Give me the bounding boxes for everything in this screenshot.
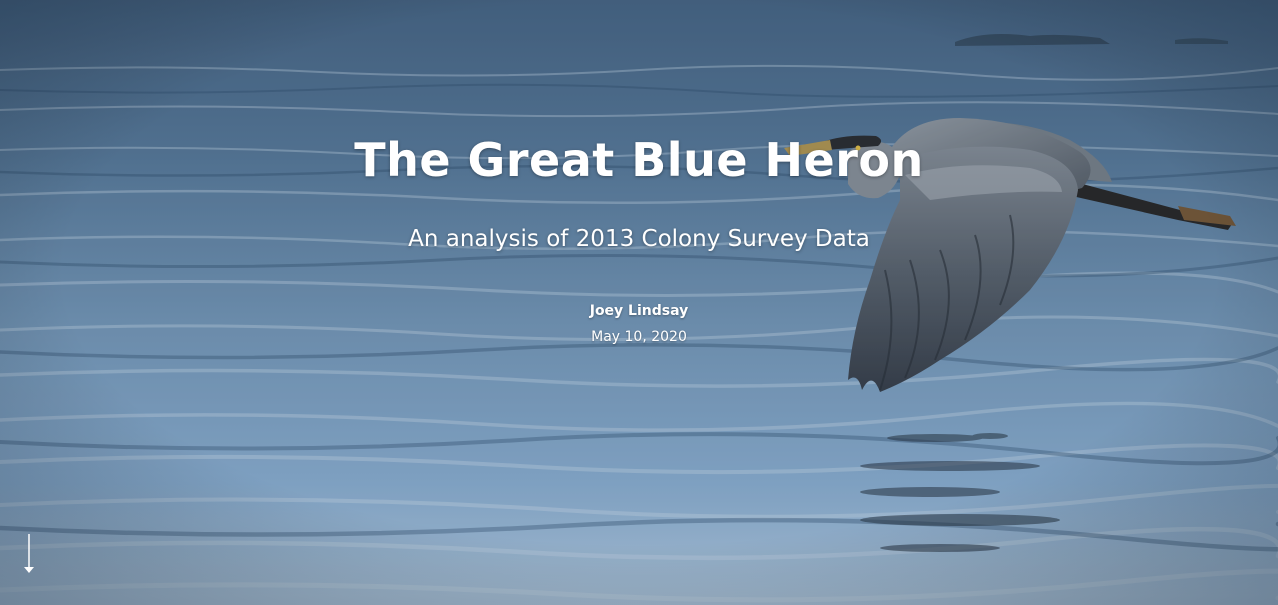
story-subtitle: An analysis of 2013 Colony Survey Data [408,226,870,252]
arrow-down-icon [24,534,34,573]
story-author: Joey Lindsay [589,303,689,319]
scroll-down-button[interactable] [22,532,36,576]
story-date: May 10, 2020 [591,329,687,345]
story-title: The Great Blue Heron [354,133,924,187]
